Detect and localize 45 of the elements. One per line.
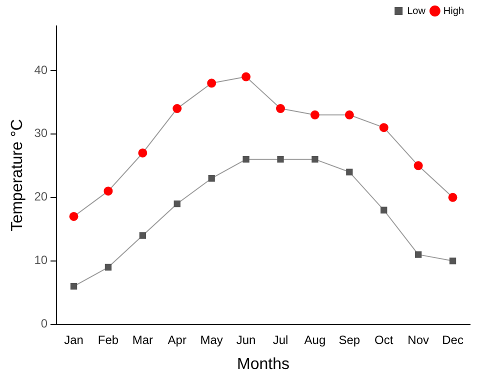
y-tick-label: 0 [40,316,48,331]
point [312,156,318,163]
point [139,232,146,239]
x-tick-label: Jul [272,332,288,347]
point [414,161,423,170]
x-tick-label: Jun [236,332,256,347]
x-tick-label: Sep [338,332,360,347]
legend-label: High [443,6,464,17]
point [208,175,215,182]
point [70,282,78,290]
point [448,192,458,202]
point [69,212,78,221]
y-tick-label: 40 [34,62,48,77]
x-tick-label: Mar [132,332,154,347]
point [138,148,148,158]
point [172,104,182,114]
x-tick-label: Oct [374,332,394,347]
y-tick-label: 30 [34,126,48,140]
point [277,156,284,163]
point [242,72,251,82]
point [104,186,113,196]
point [207,78,216,88]
point [344,110,354,120]
x-tick-label: May [200,332,223,347]
point [346,168,353,176]
point [276,104,285,114]
x-tick-label: Apr [168,332,186,347]
legend-label: Low [407,6,426,17]
y-tick-label: 10 [34,253,48,268]
point [379,123,388,132]
point [380,206,388,214]
x-tick-label: Feb [98,332,119,347]
point [104,264,112,271]
x-tick-label: Jan [64,332,84,347]
point [242,156,250,163]
point [414,251,422,258]
x-tick-label: Nov [408,332,429,347]
point [310,110,320,120]
y-axis-title: Temperature °C [9,119,26,232]
y-tick-label: 20 [34,190,48,204]
x-axis-title: Months [237,356,290,373]
x-tick-label: Aug [304,332,326,347]
x-tick-label: Dec [442,332,464,347]
point [449,258,456,264]
point [174,200,180,208]
